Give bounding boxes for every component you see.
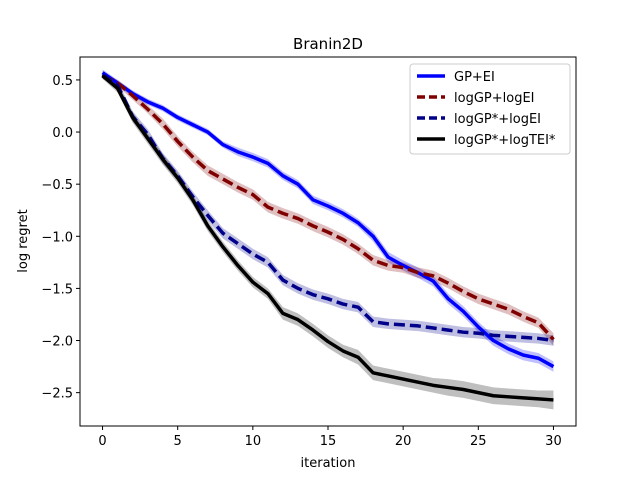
x-tick-label: 25 — [470, 434, 487, 449]
x-tick-label: 20 — [395, 434, 412, 449]
y-tick-label: 0.0 — [52, 126, 73, 141]
y-axis-label: log regret — [16, 209, 31, 272]
line-loggp-plus-logei — [101, 74, 555, 341]
x-tick-label: 5 — [174, 434, 182, 449]
y-tick-label: −2.5 — [41, 387, 73, 402]
y-tick-label: −0.5 — [41, 178, 73, 193]
legend-label-loggp-star-plus-logtei-star: logGP*+logTEI* — [454, 133, 556, 148]
y-axis: 0.5 0.0 −0.5 −1.0 −1.5 −2.0 −2.5 — [41, 74, 80, 402]
x-tick-label: 30 — [545, 434, 562, 449]
y-tick-label: 0.5 — [52, 74, 73, 89]
band-loggp-plus-logei — [102, 72, 554, 346]
x-tick-label: 10 — [245, 434, 262, 449]
chart-title: Branin2D — [293, 35, 363, 53]
line-gp-plus-ei — [101, 71, 555, 369]
band-gp-plus-ei — [102, 69, 554, 372]
line-loggp-star-plus-logtei-star — [101, 74, 554, 402]
x-tick-label: 0 — [98, 434, 106, 449]
legend-label-loggp-star-plus-logei: logGP*+logEI — [454, 112, 541, 127]
x-axis-label: iteration — [301, 456, 356, 471]
legend: GP+EI logGP+logEI logGP*+logEI logGP*+logTE… — [409, 63, 571, 155]
y-tick-label: −1.0 — [41, 230, 73, 245]
y-tick-label: −1.5 — [41, 282, 73, 297]
legend-label-loggp-plus-logei: logGP+logEI — [454, 91, 535, 106]
legend-label-gp-plus-ei: GP+EI — [454, 70, 495, 85]
plot-area — [101, 69, 555, 410]
x-tick-label: 15 — [320, 434, 337, 449]
y-tick-label: −2.0 — [41, 335, 73, 350]
legend-box — [409, 63, 571, 155]
line-loggp-star-plus-logei — [101, 73, 554, 343]
x-axis: 0 5 10 15 20 25 30 — [98, 426, 562, 449]
